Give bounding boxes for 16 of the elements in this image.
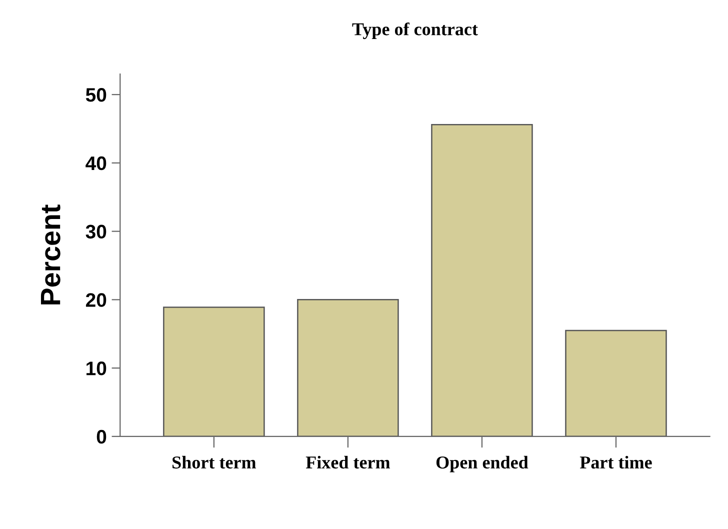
bar bbox=[163, 306, 265, 436]
y-tick-label: 40 bbox=[86, 156, 106, 170]
y-tick-label: 0 bbox=[96, 430, 106, 444]
x-tick-label: Open ended bbox=[436, 456, 528, 472]
y-tick-label: 30 bbox=[86, 224, 106, 239]
y-tick-label: 50 bbox=[86, 88, 106, 102]
chart-title: Type of contract bbox=[352, 22, 478, 40]
y-tick-label: 20 bbox=[86, 293, 106, 307]
x-tick-label: Short term bbox=[172, 456, 256, 469]
x-tick-label: Part time bbox=[580, 456, 652, 469]
bar bbox=[565, 330, 667, 436]
bar bbox=[431, 124, 533, 436]
y-tick-label: 10 bbox=[86, 362, 106, 376]
bar bbox=[297, 299, 399, 436]
x-tick-label: Fixed term bbox=[306, 456, 390, 469]
y-axis-title: Percent bbox=[40, 204, 60, 304]
